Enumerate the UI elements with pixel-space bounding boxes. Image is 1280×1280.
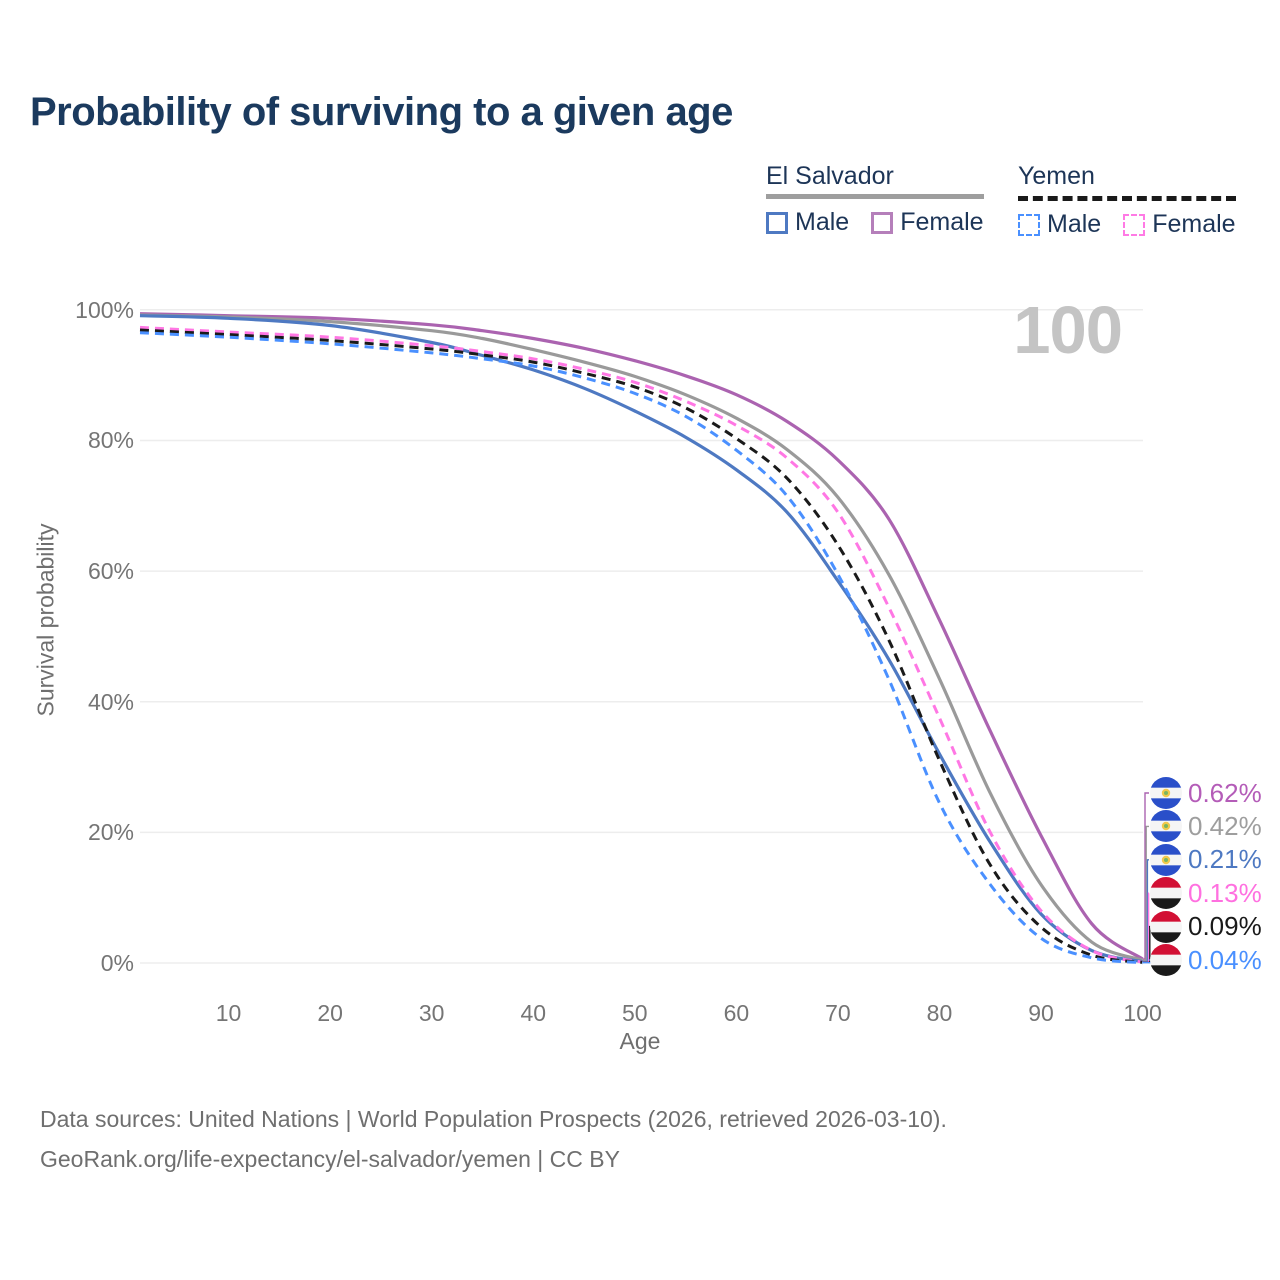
data-source-line: Data sources: United Nations | World Pop…	[40, 1106, 947, 1132]
legend-label: Female	[900, 208, 984, 236]
end-value-label: 0.09%	[1188, 911, 1262, 942]
end-connector	[1143, 792, 1149, 960]
legend-country-el-salvador: El Salvador	[766, 162, 894, 190]
x-tick-100: 100	[1123, 1000, 1162, 1026]
legend-swatch-dashed-pink	[1123, 213, 1146, 236]
attribution-line: GeoRank.org/life-expectancy/el-salvador/…	[40, 1146, 620, 1172]
end-label-el-salvador-female: 0.62%	[1150, 777, 1262, 809]
page-title: Probability of surviving to a given age	[30, 90, 733, 134]
legend-linestyle-solid	[766, 194, 984, 199]
legend-group-yemen: Yemen Male Female	[1018, 162, 1236, 239]
x-tick-80: 80	[926, 1000, 953, 1026]
end-connector	[1143, 825, 1149, 961]
curve-yemen-female	[139, 325, 1143, 964]
legend-label: Male	[1047, 210, 1102, 238]
y-tick-0: 0%	[100, 950, 134, 976]
x-tick-30: 30	[418, 1000, 445, 1026]
legend-label: Female	[1152, 210, 1236, 238]
x-tick-90: 90	[1028, 1000, 1054, 1026]
legend-swatch-solid-purple	[871, 211, 894, 234]
legend-swatch-solid-blue	[766, 211, 788, 234]
x-axis-title: Age	[619, 1028, 661, 1054]
survival-curves-plot	[139, 309, 1152, 965]
end-label-el-salvador-male: 0.21%	[1150, 843, 1262, 876]
x-tick-60: 60	[723, 1000, 750, 1026]
y-tick-20: 20%	[87, 819, 134, 846]
legend-swatch-dashed-blue	[1018, 213, 1040, 236]
curve-el-salvador-male	[139, 314, 1143, 964]
end-label-yemen-male: 0.04%	[1150, 944, 1262, 976]
end-value-label: 0.42%	[1188, 810, 1262, 841]
end-label-el-salvador: 0.42%	[1150, 810, 1262, 843]
y-tick-60: 60%	[87, 558, 134, 585]
legend-item-el-salvador-male[interactable]: Male	[766, 208, 849, 237]
y-tick-100: 100%	[75, 296, 134, 323]
age-100-watermark: 100	[1013, 293, 1123, 368]
curve-yemen	[139, 328, 1143, 964]
end-value-label: 0.04%	[1188, 944, 1262, 975]
legend-item-el-salvador-female[interactable]: Female	[871, 208, 984, 237]
curve-el-salvador-female	[139, 312, 1144, 961]
x-tick-40: 40	[520, 1000, 547, 1026]
end-value-label: 0.21%	[1188, 844, 1262, 875]
legend-linestyle-dashed	[1018, 196, 1236, 201]
legend-item-yemen-male[interactable]: Male	[1018, 210, 1101, 239]
x-tick-50: 50	[622, 1000, 648, 1026]
legend-group-el-salvador: El Salvador Male Female	[766, 162, 984, 237]
x-tick-20: 20	[317, 1000, 343, 1026]
flag-icon-el-salvador	[1150, 843, 1182, 876]
end-label-yemen: 0.09%	[1150, 910, 1262, 943]
legend-item-yemen-female[interactable]: Female	[1123, 210, 1236, 239]
y-axis-title: Survival probability	[32, 523, 59, 717]
end-label-yemen-female: 0.13%	[1150, 877, 1262, 910]
end-value-label: 0.62%	[1188, 777, 1262, 808]
flag-icon-yemen	[1150, 877, 1182, 910]
y-tick-40: 40%	[87, 688, 134, 715]
flag-icon-yemen	[1150, 944, 1182, 976]
legend-label: Male	[795, 208, 850, 236]
end-value-label: 0.13%	[1188, 877, 1262, 908]
x-tick-10: 10	[215, 1000, 242, 1026]
curve-yemen-male	[139, 331, 1143, 965]
y-tick-80: 80%	[87, 427, 134, 454]
flag-icon-yemen	[1150, 910, 1182, 943]
curve-el-salvador	[139, 313, 1144, 962]
flag-icon-el-salvador	[1150, 810, 1182, 843]
flag-icon-el-salvador	[1150, 777, 1182, 809]
x-tick-70: 70	[825, 1000, 851, 1026]
legend-country-yemen: Yemen	[1018, 162, 1095, 190]
